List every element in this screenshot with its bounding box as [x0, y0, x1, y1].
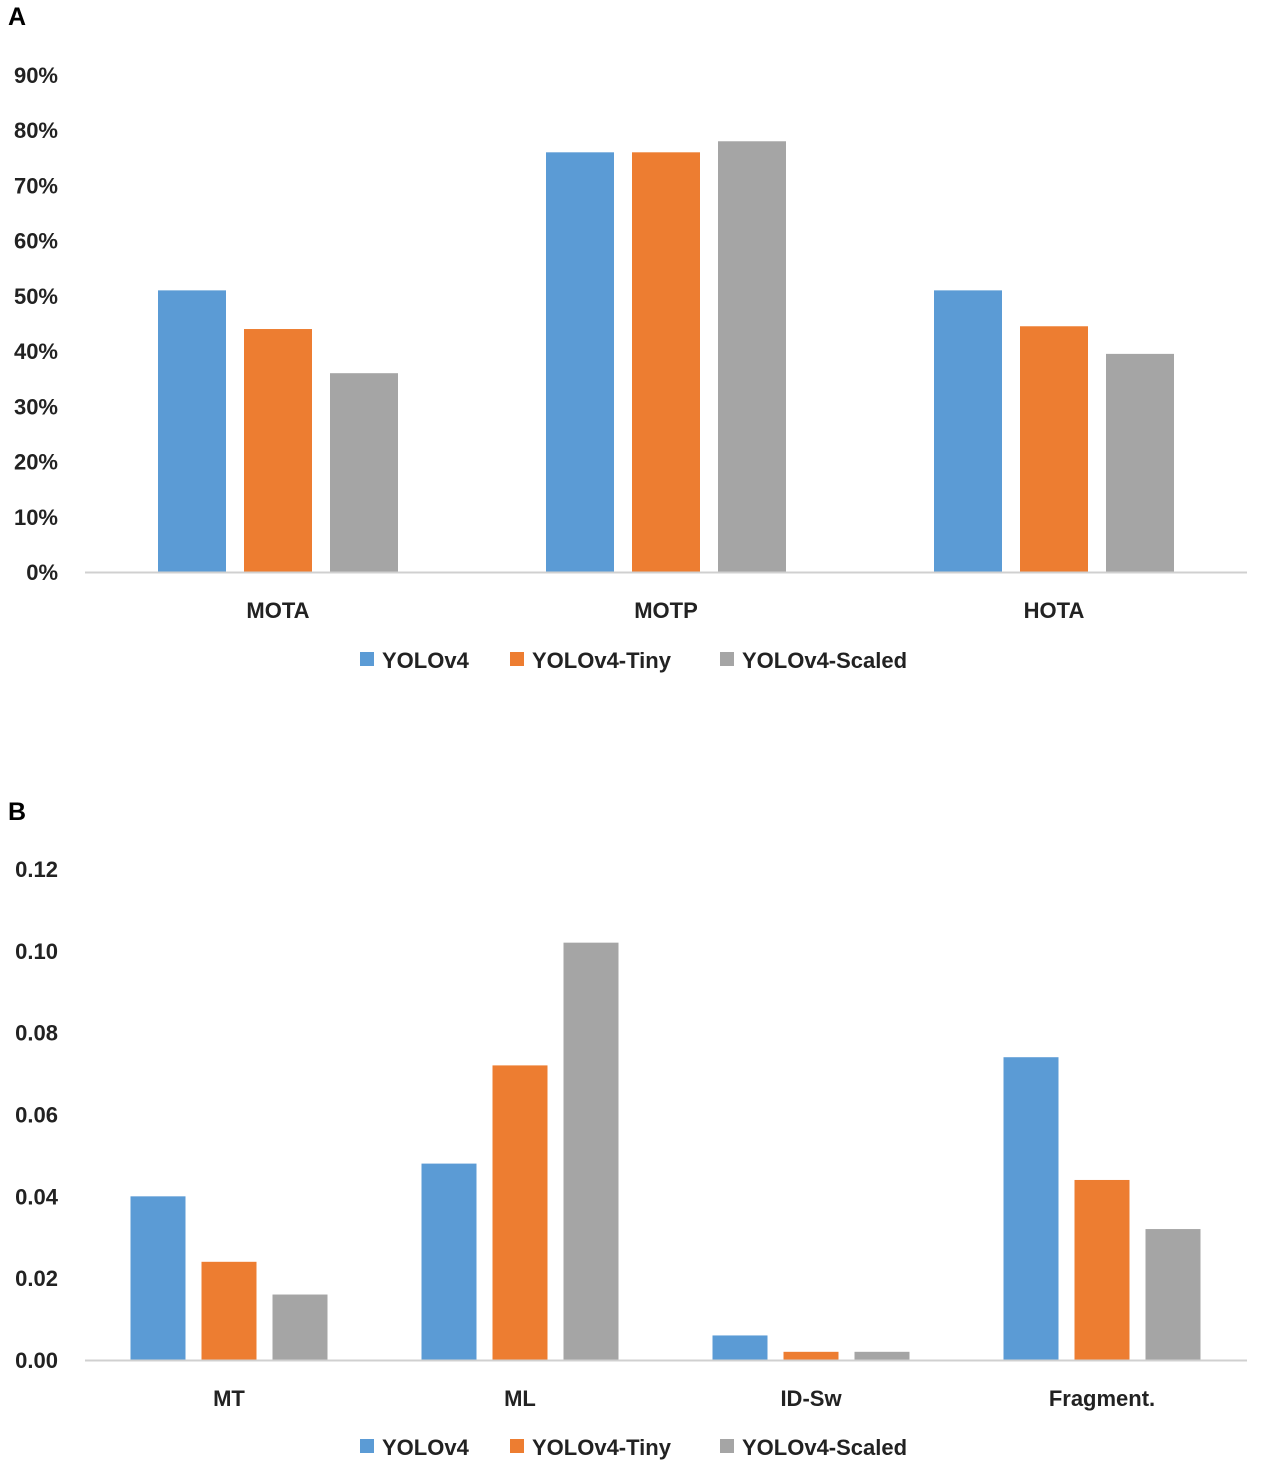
panel-b-ytick-label: 0.06 [15, 1103, 58, 1128]
panel-a-ytick-label: 40% [14, 339, 58, 364]
panel-a-category-label: MOTP [634, 598, 698, 623]
panel-a-label: A [8, 3, 26, 31]
panel-a-ytick-label: 10% [14, 505, 58, 530]
panel-a-ytick-label: 0% [26, 560, 58, 585]
legend-label-yolov4-tiny: YOLOv4-Tiny [532, 648, 672, 673]
panel-b-label: B [8, 798, 26, 826]
panel-b-bar-yolov4-ml [421, 1163, 477, 1360]
panel-a-ytick-label: 80% [14, 118, 58, 143]
panel-a-bar-yolov4-hota [934, 290, 1002, 572]
panel-a-ytick-label: 90% [14, 63, 58, 88]
panel-b-ytick-label: 0.10 [15, 939, 58, 964]
panel-b-bar-yolov4-tiny-ml [492, 1065, 548, 1360]
panel-b-bar-yolov4-tiny-idsw [783, 1351, 839, 1360]
panel-a-bar-yolov4-scaled-hota [1106, 353, 1174, 572]
panel-a-ytick-label: 20% [14, 450, 58, 475]
panel-b-category-label: Fragment. [1049, 1386, 1155, 1411]
panel-b-bar-yolov4-scaled-idsw [854, 1351, 910, 1360]
panel-a-bar-yolov4-tiny-hota [1020, 326, 1088, 572]
panel-a: A 0% 10% 20% 30% 40% 50% 60% 70% 80% 90% MOTA MOTP H… [8, 3, 1247, 673]
panel-b-category-label: MT [213, 1386, 245, 1411]
panel-b-bar-yolov4-tiny-fragment [1074, 1179, 1130, 1360]
panel-a-ytick-label: 70% [14, 173, 58, 198]
panel-a-ytick-label: 50% [14, 284, 58, 309]
panel-b-ytick-label: 0.12 [15, 857, 58, 882]
panel-a-bar-yolov4-scaled-mota [330, 373, 398, 572]
panel-b-bar-yolov4-idsw [712, 1335, 768, 1360]
panel-b-bar-yolov4-scaled-mt [272, 1294, 328, 1360]
legend-swatch-yolov4-scaled [720, 1439, 734, 1453]
panel-a-bar-yolov4-mota [158, 290, 226, 572]
panel-a-ytick-label: 60% [14, 229, 58, 254]
panel-b-bar-yolov4-scaled-fragment [1145, 1229, 1201, 1360]
legend-label-yolov4: YOLOv4 [382, 1435, 470, 1460]
panel-b-bar-yolov4-fragment [1003, 1057, 1059, 1360]
panel-b-legend: YOLOv4 YOLOv4-Tiny YOLOv4-Scaled [360, 1435, 907, 1460]
panel-a-bar-yolov4-tiny-mota [244, 329, 312, 572]
panel-b-category-label: ML [504, 1386, 536, 1411]
panel-a-category-label: MOTA [246, 598, 309, 623]
legend-label-yolov4-scaled: YOLOv4-Scaled [742, 1435, 907, 1460]
legend-swatch-yolov4 [360, 652, 374, 666]
panel-a-bar-yolov4-tiny-motp [632, 152, 700, 573]
panel-b-ytick-label: 0.08 [15, 1021, 58, 1046]
panel-b-ytick-label: 0.00 [15, 1348, 58, 1373]
panel-b-bar-yolov4-mt [130, 1196, 186, 1360]
panel-b-bar-yolov4-tiny-mt [201, 1261, 257, 1360]
panel-a-category-label: HOTA [1024, 598, 1085, 623]
panel-b-ytick-label: 0.02 [15, 1266, 58, 1291]
panel-a-legend: YOLOv4 YOLOv4-Tiny YOLOv4-Scaled [360, 648, 907, 673]
panel-a-ytick-label: 30% [14, 394, 58, 419]
legend-swatch-yolov4-tiny [510, 652, 524, 666]
legend-swatch-yolov4-scaled [720, 652, 734, 666]
legend-swatch-yolov4-tiny [510, 1439, 524, 1453]
panel-b-category-label: ID-Sw [780, 1386, 842, 1411]
legend-label-yolov4-scaled: YOLOv4-Scaled [742, 648, 907, 673]
panel-b-bar-yolov4-scaled-ml [563, 942, 619, 1360]
panel-a-bar-yolov4-motp [546, 152, 614, 573]
legend-swatch-yolov4 [360, 1439, 374, 1453]
legend-label-yolov4: YOLOv4 [382, 648, 470, 673]
legend-label-yolov4-tiny: YOLOv4-Tiny [532, 1435, 672, 1460]
panel-b: B 0.00 0.02 0.04 0.06 0.08 0.10 0.12 MT ML ID-Sw F… [8, 798, 1247, 1460]
panel-b-ytick-label: 0.04 [15, 1184, 59, 1209]
panel-a-bar-yolov4-scaled-motp [718, 141, 786, 572]
